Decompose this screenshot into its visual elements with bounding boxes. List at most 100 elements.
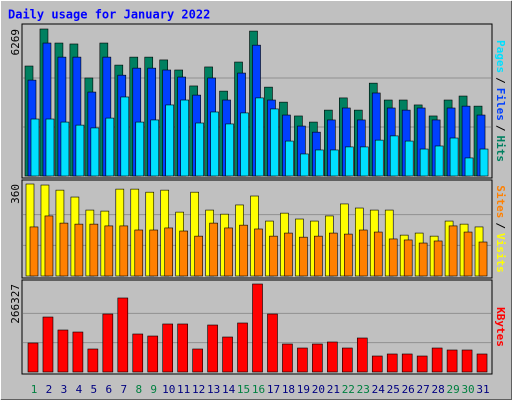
bar [297,347,308,373]
series-legend: Pages / Files / Hits [494,40,507,162]
bar [179,230,188,277]
bar [285,140,294,177]
bar [27,342,39,373]
bar [104,225,114,277]
bar [30,118,40,177]
bar [463,231,473,277]
x-tick-label: 18 [282,383,295,396]
bar [270,108,279,177]
legend-entry: Files [494,88,507,121]
x-tick-label: 16 [252,383,265,396]
bar [344,233,353,277]
bar [371,355,383,373]
bar [356,337,368,373]
x-tick-label: 12 [192,383,205,396]
bar [282,343,293,373]
bar [180,99,189,177]
bar [74,223,84,277]
legend-entry: Pages [494,40,507,73]
bar [327,341,338,373]
legend-separator: / [494,125,507,132]
bar [117,297,129,373]
bar [255,97,264,177]
bar [284,232,293,277]
bar [29,226,39,277]
bar [401,353,413,373]
legend-entry: Hits [494,136,507,163]
bar [329,232,338,277]
x-tick-label: 9 [150,383,157,396]
bar [42,316,54,373]
x-tick-label: 2 [46,383,53,396]
x-tick-label: 27 [417,383,430,396]
bar [446,349,458,373]
bar [132,333,144,373]
bar [44,215,54,277]
x-tick-label: 3 [61,383,68,396]
bar [192,348,203,373]
x-tick-label: 21 [327,383,340,396]
bar [342,347,353,373]
bar [165,104,175,177]
bar [222,336,233,373]
x-tick-label: 30 [461,383,474,396]
x-tick-label: 20 [312,383,325,396]
bar [195,122,204,177]
bar [194,235,203,277]
y-max-label: 360 [9,184,22,204]
legend-separator: / [494,77,507,84]
bar [267,313,278,373]
bar [210,111,219,177]
y-max-label: 6269 [9,29,22,56]
bar [312,343,323,373]
bar [478,241,488,277]
x-tick-label: 1 [31,383,38,396]
x-tick-label: 17 [267,383,280,396]
series-legend: KBytes [494,307,507,347]
x-tick-label: 28 [432,383,445,396]
bar [237,322,248,373]
bar [404,140,414,177]
bar [269,235,278,277]
bar [464,157,474,177]
chart-title: Daily usage for January 2022 [8,8,210,22]
bar [373,231,383,277]
bar [72,331,84,373]
bar [239,224,248,277]
x-tick-label: 23 [357,383,370,396]
bar [388,238,398,277]
bar [87,348,99,373]
bar [448,225,458,277]
bar [374,139,384,177]
bar [358,229,368,277]
bar [225,123,234,177]
x-tick-label: 11 [177,383,190,396]
bar [209,222,218,277]
bar [60,121,70,177]
bar [135,121,145,177]
bar [57,329,69,373]
bar [419,148,429,177]
x-tick-label: 10 [162,383,175,396]
bar [315,149,324,177]
x-tick-label: 15 [237,383,250,396]
legend-entry: Sites [494,185,507,218]
legend-entry: KBytes [494,307,507,347]
bar [330,149,339,177]
x-tick-label: 24 [372,383,386,396]
legend-entry: Visits [494,233,507,273]
x-tick-label: 29 [446,383,459,396]
bar [105,117,115,177]
x-tick-label: 19 [297,383,310,396]
bar [254,228,263,277]
bar [90,127,100,177]
bar [147,335,159,373]
x-tick-label: 5 [91,383,98,396]
bar [431,347,443,373]
x-tick-label: 31 [476,383,489,396]
bar [418,242,428,277]
bar [299,236,308,277]
x-tick-label: 22 [342,383,355,396]
